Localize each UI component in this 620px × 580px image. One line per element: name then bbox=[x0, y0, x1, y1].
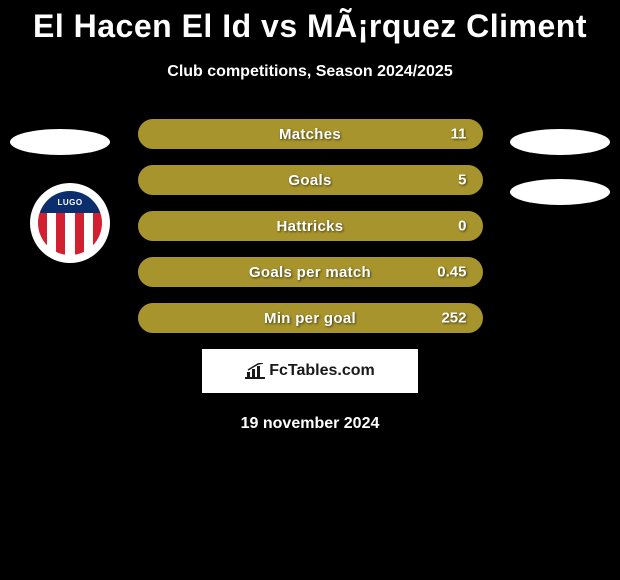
date-text: 19 november 2024 bbox=[0, 415, 620, 433]
stat-bar: Matches 11 bbox=[138, 119, 483, 149]
stat-label: Goals per match bbox=[249, 264, 371, 281]
club-badge: LUGO bbox=[30, 183, 110, 263]
stat-label: Hattricks bbox=[277, 218, 344, 235]
stat-bars: Matches 11 Goals 5 Hattricks 0 Goals per match… bbox=[138, 119, 483, 333]
stat-bar: Min per goal 252 bbox=[138, 303, 483, 333]
player-left-placeholder bbox=[10, 129, 110, 155]
brand-text: FcTables.com bbox=[269, 362, 375, 380]
subtitle: Club competitions, Season 2024/2025 bbox=[0, 63, 620, 81]
stat-value: 252 bbox=[441, 310, 466, 327]
stat-bar: Goals per match 0.45 bbox=[138, 257, 483, 287]
stat-bar: Goals 5 bbox=[138, 165, 483, 195]
chart-icon bbox=[245, 363, 265, 379]
stat-value: 0 bbox=[458, 218, 466, 235]
content-area: LUGO Matches 11 Goals 5 Hattricks 0 Goals per … bbox=[0, 119, 620, 433]
player-right-placeholder-1 bbox=[510, 129, 610, 155]
badge-stripes bbox=[38, 213, 102, 255]
player-right-placeholder-2 bbox=[510, 179, 610, 205]
badge-text: LUGO bbox=[57, 198, 82, 207]
brand-box: FcTables.com bbox=[202, 349, 418, 393]
stat-value: 0.45 bbox=[437, 264, 466, 281]
page-title: El Hacen El Id vs MÃ¡rquez Climent bbox=[0, 0, 620, 45]
stat-value: 5 bbox=[458, 172, 466, 189]
stat-bar: Hattricks 0 bbox=[138, 211, 483, 241]
stat-label: Goals bbox=[288, 172, 331, 189]
stat-value: 11 bbox=[451, 126, 467, 143]
stat-label: Min per goal bbox=[264, 310, 356, 327]
stat-label: Matches bbox=[279, 126, 341, 143]
